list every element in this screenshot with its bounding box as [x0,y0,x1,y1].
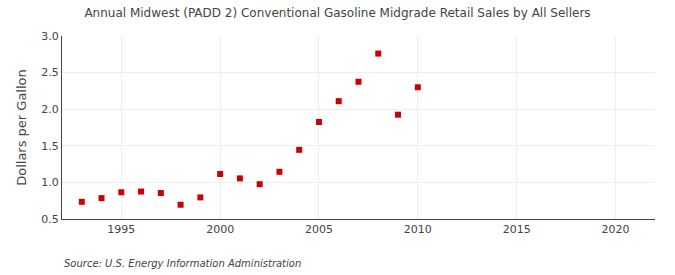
svg-text:Annual Midwest (PADD 2) Conven: Annual Midwest (PADD 2) Conventional Gas… [84,6,590,20]
svg-text:1995: 1995 [107,223,135,236]
svg-text:Source: U.S. Energy Informatio: Source: U.S. Energy Information Administ… [64,258,301,269]
svg-text:2010: 2010 [404,223,432,236]
svg-text:Dollars per Gallon: Dollars per Gallon [14,69,29,186]
svg-text:2015: 2015 [503,223,531,236]
svg-text:0.5: 0.5 [41,213,59,226]
svg-text:2020: 2020 [601,223,629,236]
svg-text:2005: 2005 [305,223,333,236]
svg-text:1.5: 1.5 [41,140,59,153]
svg-text:2.0: 2.0 [41,103,59,116]
svg-text:2.5: 2.5 [41,66,59,79]
svg-text:3.0: 3.0 [41,30,59,43]
svg-text:1.0: 1.0 [41,176,59,189]
svg-text:2000: 2000 [206,223,234,236]
